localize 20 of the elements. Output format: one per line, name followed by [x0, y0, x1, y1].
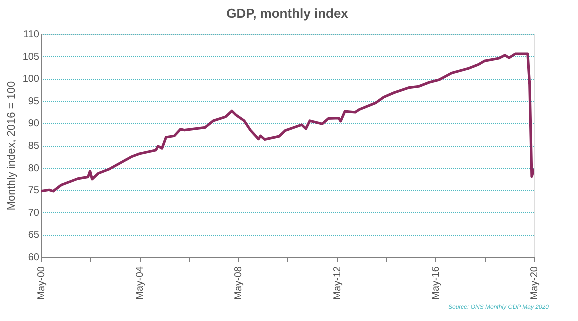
- y-tick-label: 90: [28, 118, 40, 130]
- y-axis-title: Monthly index, 2016 = 100: [6, 81, 18, 211]
- y-tick-label: 75: [28, 186, 40, 197]
- y-tick-label: 65: [28, 230, 40, 242]
- x-tick-label: May-20: [530, 266, 540, 300]
- chart-title: GDP, monthly index: [226, 6, 350, 21]
- y-tick-label: 80: [28, 163, 40, 174]
- y-tick-label: 95: [28, 96, 40, 108]
- x-tick-label: May-08: [234, 266, 245, 300]
- y-tick-label: 110: [24, 30, 40, 40]
- x-tick-label: May-16: [430, 266, 442, 300]
- x-tick-label: May-00: [36, 266, 48, 300]
- y-tick-label: 85: [28, 141, 40, 152]
- y-tick-label: 100: [22, 74, 40, 86]
- x-tick-label: May-04: [135, 266, 146, 300]
- line-series: [41, 52, 534, 193]
- y-tick-label: 105: [22, 52, 40, 63]
- x-tick-label: May-12: [332, 266, 344, 300]
- y-tick-label: 70: [28, 208, 40, 219]
- y-tick-label: 60: [28, 252, 40, 264]
